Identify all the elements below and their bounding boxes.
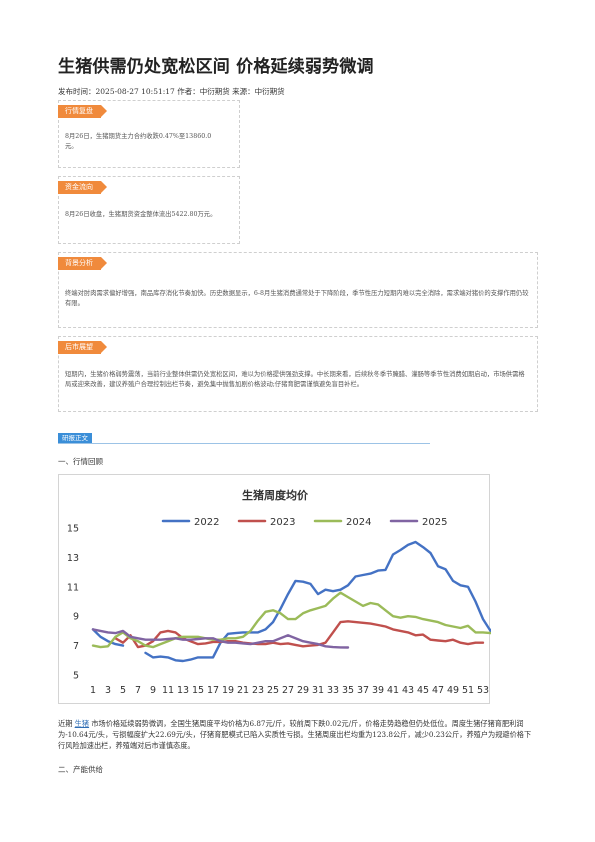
series-line-2023 [114, 620, 485, 649]
x-tick-label: 5 [120, 685, 126, 696]
legend-label: 2023 [270, 517, 295, 528]
x-tick-label: 45 [417, 685, 429, 696]
x-tick-label: 51 [462, 685, 474, 696]
legend-label: 2025 [422, 517, 447, 528]
paragraph-text-lead: 近期 [58, 719, 75, 728]
x-tick-label: 43 [402, 685, 414, 696]
x-tick-label: 13 [177, 685, 189, 696]
summary-box-fund-flow: 资金流向 8月26日收盘，生猪期货资金整体流出5422.80万元。 [58, 176, 240, 244]
series-line-2022 [144, 540, 491, 663]
section-divider [58, 443, 430, 444]
summary-box-market-review: 行情复盘 8月26日，生猪期货主力合约收跌0.47%至13860.0元。 [58, 100, 240, 168]
x-tick-label: 41 [387, 685, 399, 696]
x-tick-label: 33 [327, 685, 339, 696]
x-tick-label: 23 [252, 685, 264, 696]
paragraph-text-body: 市场价格延续弱势微调，全国生猪周度平均价格为6.87元/斤，较前周下跌0.02元… [58, 719, 532, 751]
y-tick-label: 7 [73, 641, 79, 652]
box-text: 终端对肘肉需求偏好增强，南品库存消化节奏加快。历史数据显示，6-8月生猪消费通常… [65, 290, 529, 307]
y-tick-label: 15 [67, 524, 79, 535]
x-tick-label: 39 [372, 685, 384, 696]
x-tick-label: 15 [192, 685, 204, 696]
x-tick-label: 29 [297, 685, 309, 696]
y-tick-label: 5 [73, 671, 79, 682]
series-line-2025 [91, 628, 350, 649]
box-tag: 资金流向 [58, 181, 107, 194]
y-tick-label: 11 [67, 582, 79, 593]
x-tick-label: 31 [312, 685, 324, 696]
box-text: 短期内，生猪价格弱势震荡，当前行业整体供需仍处宽松区间，难以为价格提供强劲支撑。… [65, 371, 525, 388]
box-tag: 背景分析 [58, 257, 107, 270]
y-tick-label: 9 [73, 612, 79, 623]
x-tick-label: 7 [135, 685, 141, 696]
x-tick-label: 21 [237, 685, 249, 696]
x-tick-label: 3 [105, 685, 111, 696]
x-tick-label: 17 [207, 685, 219, 696]
heading-capacity-supply: 二、产能供给 [58, 765, 103, 774]
box-text: 8月26日收盘，生猪期货资金整体流出5422.80万元。 [65, 211, 217, 218]
hog-weekly-price-chart: 生猪周度均价 2022 2023 2024 2025 5 7 9 11 13 15 1 3 5 7 9 11 13… [58, 474, 491, 704]
summary-box-background: 背景分析 终端对肘肉需求偏好增强，南品库存消化节奏加快。历史数据显示，6-8月生… [58, 252, 538, 328]
x-tick-label: 11 [162, 685, 174, 696]
article-meta: 发布时间：2025-08-27 10:51:17 作者：中衍期货 来源：中衍期货 [58, 87, 285, 96]
legend-label: 2024 [346, 517, 371, 528]
box-tag: 后市展望 [58, 341, 107, 354]
y-tick-label: 13 [67, 553, 79, 564]
x-tick-label: 53 [477, 685, 489, 696]
x-tick-label: 27 [282, 685, 294, 696]
box-text: 8月26日，生猪期货主力合约收跌0.47%至13860.0元。 [65, 133, 212, 150]
summary-box-outlook: 后市展望 短期内，生猪价格弱势震荡，当前行业整体供需仍处宽松区间，难以为价格提供… [58, 336, 538, 412]
x-tick-label: 9 [150, 685, 156, 696]
series-line-2024 [91, 591, 491, 649]
legend-label: 2022 [194, 517, 219, 528]
review-paragraph: 近期 生猪 市场价格延续弱势微调，全国生猪周度平均价格为6.87元/斤，较前周下… [58, 718, 538, 752]
series-line-2022 [91, 628, 125, 647]
section-tag-report-body: 研报正文 [58, 433, 92, 444]
x-tick-label: 37 [357, 685, 369, 696]
hog-link[interactable]: 生猪 [74, 719, 90, 728]
x-tick-label: 49 [447, 685, 459, 696]
box-tag: 行情复盘 [58, 105, 107, 118]
x-tick-label: 47 [432, 685, 444, 696]
x-tick-label: 19 [222, 685, 234, 696]
chart-title: 生猪周度均价 [242, 488, 309, 502]
article-title: 生猪供需仍处宽松区间 价格延续弱势微调 [58, 57, 374, 77]
x-tick-label: 1 [90, 685, 96, 696]
heading-market-review: 一、行情回顾 [58, 457, 103, 466]
x-tick-label: 25 [267, 685, 279, 696]
x-tick-label: 35 [342, 685, 354, 696]
